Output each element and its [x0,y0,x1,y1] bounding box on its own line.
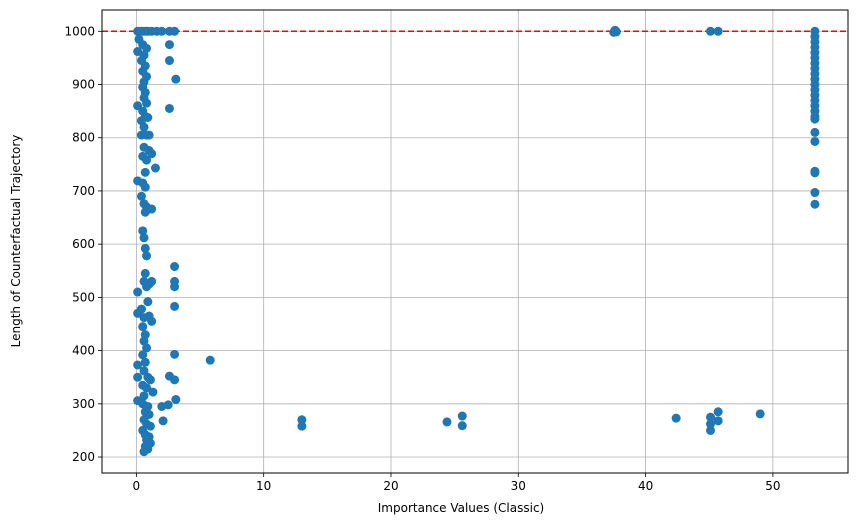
data-point [144,130,154,140]
data-point [140,167,150,177]
data-point [164,40,174,50]
data-point [139,447,149,457]
data-point [140,268,150,278]
data-point [810,114,820,124]
data-point [139,336,149,346]
x-tick-label: 20 [383,479,398,493]
data-point [457,411,467,421]
data-point [138,350,148,360]
y-tick-label: 600 [72,237,95,251]
data-point [755,409,765,419]
y-tick-label: 800 [72,131,95,145]
data-point [706,412,716,422]
data-point [142,98,152,108]
data-point [147,276,157,286]
data-point [143,297,153,307]
data-point [713,26,723,36]
data-point [133,287,143,297]
data-point [611,27,621,37]
data-point [140,182,150,192]
data-point [297,415,307,425]
data-point [713,416,723,426]
data-point [157,26,167,36]
data-point [145,375,155,385]
data-point [142,383,152,393]
data-point [158,416,168,426]
data-point [810,168,820,178]
data-point [140,207,150,217]
data-point [139,391,149,401]
data-point [170,375,180,385]
data-point [140,243,150,253]
y-axis-label: Length of Counterfactual Trajectory [9,135,23,348]
data-point [138,322,148,332]
data-point [138,226,148,236]
data-point [170,282,180,292]
data-point [170,349,180,359]
data-point [457,421,467,431]
data-point [143,113,153,123]
x-tick-label: 0 [133,479,141,493]
data-point [671,413,681,423]
y-tick-label: 900 [72,78,95,92]
grid [102,10,848,473]
x-tick-label: 40 [638,479,653,493]
data-point [170,301,180,311]
data-point [142,43,152,53]
x-tick-label: 30 [511,479,526,493]
y-tick-label: 1000 [64,24,95,38]
data-point [706,419,716,429]
data-point [170,262,180,272]
y-tick-label: 700 [72,184,95,198]
data-point [171,74,181,84]
data-point [140,357,150,367]
data-point [148,387,158,397]
x-tick-label: 50 [765,479,780,493]
data-point [145,421,155,431]
y-tick-label: 200 [72,450,95,464]
data-point [170,26,180,36]
data-point [136,191,146,201]
data-point [164,103,174,113]
data-point [706,425,716,435]
axis-ticks: 0 10 20 30 40 50 200 300 400 500 600 700 800 900 1000 [64,24,780,493]
data-point [142,343,152,353]
data-point [171,395,181,405]
data-point [205,355,215,365]
x-axis-label: Importance Values (Classic) [378,501,544,515]
y-tick-label: 300 [72,397,95,411]
data-point [810,199,820,209]
data-point [133,372,143,382]
data-point [133,360,143,370]
data-point [150,163,160,173]
data-point [142,155,152,165]
data-point [139,233,149,243]
plot-frame [101,9,849,474]
data-point [147,316,157,326]
data-point [163,400,173,410]
data-point [810,136,820,146]
data-point [810,188,820,198]
data-point [297,421,307,431]
data-point [136,304,146,314]
data-point [442,417,452,427]
x-tick-label: 10 [256,479,271,493]
y-tick-label: 400 [72,344,95,358]
data-point [713,407,723,417]
y-tick-label: 500 [72,290,95,304]
data-point [147,149,157,159]
data-point [810,127,820,137]
data-point [164,56,174,66]
data-point [139,122,149,132]
data-point [142,251,152,261]
data-points [133,25,820,457]
data-point [706,26,716,36]
